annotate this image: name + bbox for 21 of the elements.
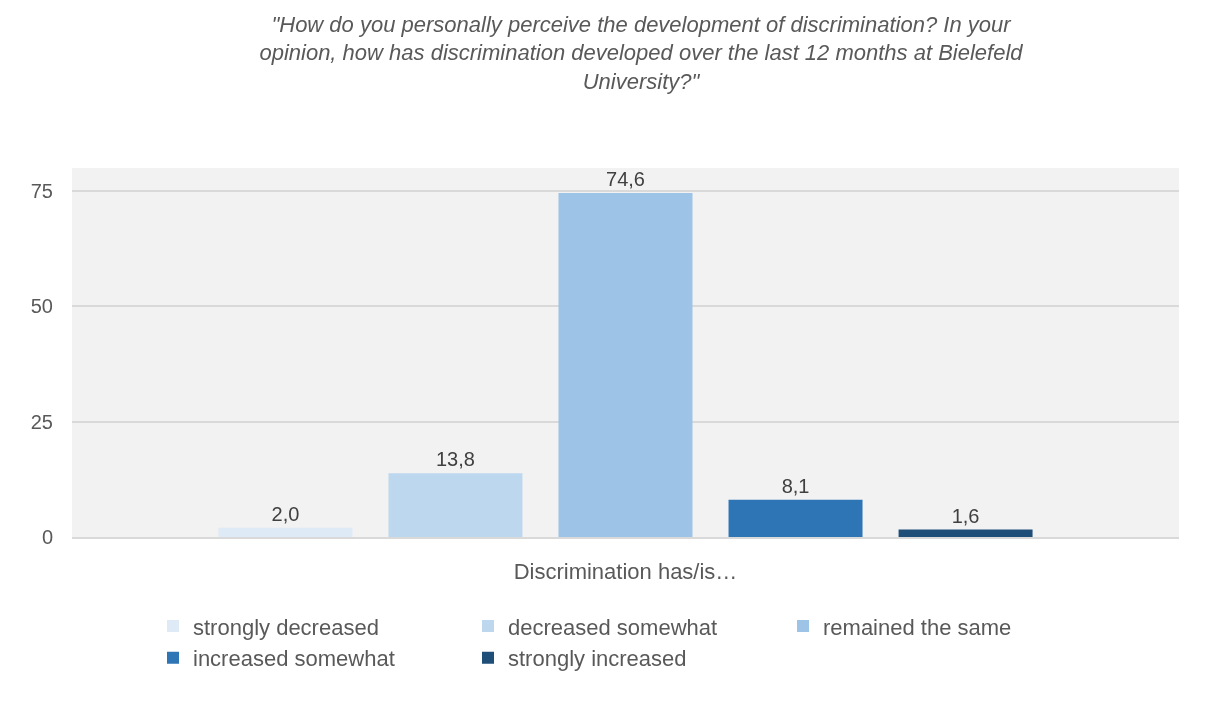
data-label: 13,8 [436, 448, 475, 471]
bar [558, 192, 693, 537]
bar [388, 473, 523, 537]
data-label: 8,1 [781, 474, 810, 497]
bar [898, 529, 1033, 537]
x-tick-label: Discrimination has/is… [513, 559, 738, 585]
y-tick-label: 75 [30, 180, 53, 203]
data-label: 1,6 [951, 504, 980, 527]
legend-label: remained the same [823, 614, 1012, 640]
data-label: 74,6 [606, 167, 645, 190]
data-label: 2,0 [271, 502, 300, 525]
y-tick-label: 25 [30, 410, 53, 433]
legend-label: strongly increased [508, 646, 687, 672]
y-tick-label: 50 [30, 295, 53, 318]
y-tick-label: 0 [41, 526, 53, 548]
legend-label: strongly decreased [193, 614, 379, 640]
legend-label: increased somewhat [193, 646, 395, 672]
bar [218, 527, 353, 537]
bar [728, 499, 863, 537]
legend-label: decreased somewhat [508, 614, 718, 640]
chart-title: "How do you personally perceive the development of discrimination? In your opinion, how has discrimination developed over the last 12 months at Bielefeld University?" [259, 11, 1024, 94]
